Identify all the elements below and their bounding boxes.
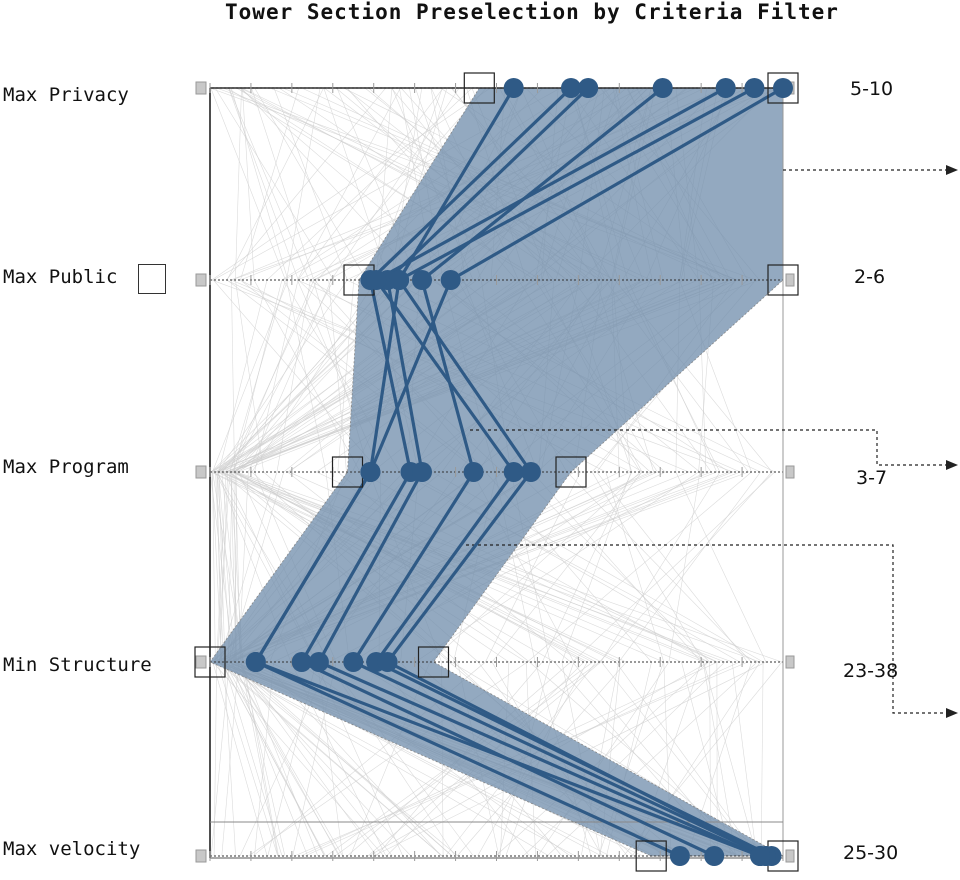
background-line xyxy=(221,87,460,857)
range-label-privacy: 5-10 xyxy=(850,78,894,100)
data-point xyxy=(503,462,524,482)
data-point xyxy=(440,270,461,290)
data-point xyxy=(389,270,410,290)
data-point xyxy=(412,270,432,290)
data-point xyxy=(343,652,364,672)
axis-end-marker xyxy=(785,849,795,863)
data-point xyxy=(308,652,329,672)
connector-arrows xyxy=(466,165,958,718)
data-point xyxy=(561,78,581,98)
axis-end-marker xyxy=(195,849,207,863)
public-checkbox[interactable] xyxy=(138,264,166,294)
data-point xyxy=(652,78,673,98)
filter-handles[interactable] xyxy=(194,72,799,872)
range-handle[interactable] xyxy=(417,646,450,678)
data-point xyxy=(245,652,266,672)
range-handle[interactable] xyxy=(463,72,495,104)
data-points xyxy=(245,78,793,866)
criterion-label-program: Max Program xyxy=(3,456,129,478)
axis-end-marker xyxy=(785,273,795,287)
axis-end-marker xyxy=(195,81,207,95)
criterion-label-privacy: Max Privacy xyxy=(3,84,129,106)
range-handle[interactable] xyxy=(767,72,799,104)
data-point xyxy=(463,462,484,482)
range-label-program: 3-7 xyxy=(856,467,888,489)
data-point xyxy=(360,462,381,482)
data-point xyxy=(744,78,765,98)
axis-end-marker xyxy=(195,273,207,287)
axis-end-marker xyxy=(785,465,795,479)
data-point xyxy=(704,846,725,866)
data-point xyxy=(412,462,432,482)
range-handle[interactable] xyxy=(555,456,587,488)
data-point xyxy=(773,78,793,98)
range-label-structure: 23-38 xyxy=(843,660,899,682)
background-line xyxy=(211,87,734,857)
background-line xyxy=(216,87,697,857)
criterion-label-public: Max Public xyxy=(3,266,118,288)
criteria-axes xyxy=(195,81,795,863)
range-label-public: 2-6 xyxy=(854,266,886,288)
data-point xyxy=(578,78,599,98)
data-point xyxy=(669,846,690,866)
criterion-label-structure: Min Structure xyxy=(3,654,152,676)
axis-end-marker xyxy=(785,655,795,669)
chart-title: Tower Section Preselection by Criteria F… xyxy=(225,0,839,24)
data-point xyxy=(366,270,387,290)
data-point xyxy=(715,78,736,98)
range-label-velocity: 25-30 xyxy=(843,842,899,864)
data-point xyxy=(291,652,312,672)
data-point xyxy=(520,462,541,482)
range-handle[interactable] xyxy=(194,646,226,678)
data-point xyxy=(377,652,398,672)
axis-end-marker xyxy=(195,465,207,479)
axis-end-marker xyxy=(195,655,207,669)
criterion-label-velocity: Max velocity xyxy=(3,838,141,860)
data-point xyxy=(750,846,771,866)
range-handle[interactable] xyxy=(767,264,799,296)
data-point xyxy=(503,78,524,98)
range-handle[interactable] xyxy=(635,840,667,872)
